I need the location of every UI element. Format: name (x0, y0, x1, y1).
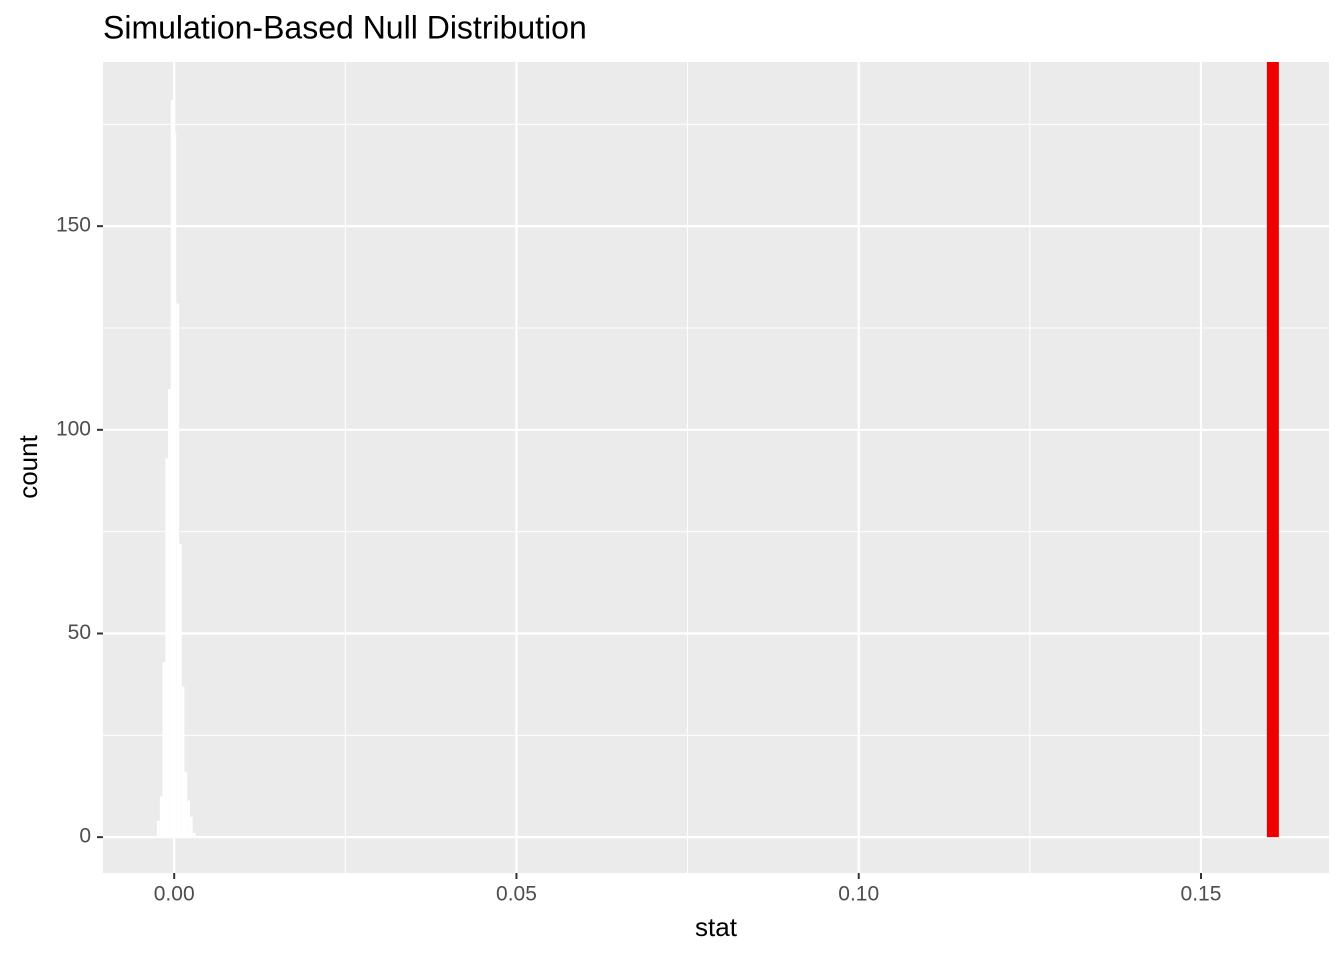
y-tick-label: 50 (68, 621, 91, 644)
bar (184, 771, 188, 838)
x-tick-label: 0.15 (1181, 883, 1222, 906)
bar (159, 796, 163, 838)
bar (192, 833, 196, 838)
bar (181, 686, 185, 838)
x-tick-label: 0.10 (838, 883, 879, 906)
bar (173, 132, 177, 838)
bar (189, 816, 193, 838)
x-tick-label: 0.00 (154, 883, 195, 906)
bar (178, 543, 182, 838)
x-axis-label: stat (695, 912, 738, 942)
bar (170, 99, 174, 838)
bar (168, 389, 171, 838)
bar (165, 458, 169, 838)
y-axis-label: count (13, 434, 43, 498)
panel (103, 62, 1329, 873)
bar (157, 820, 160, 838)
y-tick-label: 0 (79, 825, 91, 848)
bar (176, 303, 179, 838)
chart-title: Simulation-Based Null Distribution (103, 9, 587, 45)
y-tick-label: 100 (56, 417, 91, 440)
bar (187, 800, 190, 838)
observed-stat-line (1266, 62, 1279, 838)
x-tick-label: 0.05 (496, 883, 537, 906)
bar (162, 662, 166, 838)
y-tick-label: 150 (56, 214, 91, 237)
